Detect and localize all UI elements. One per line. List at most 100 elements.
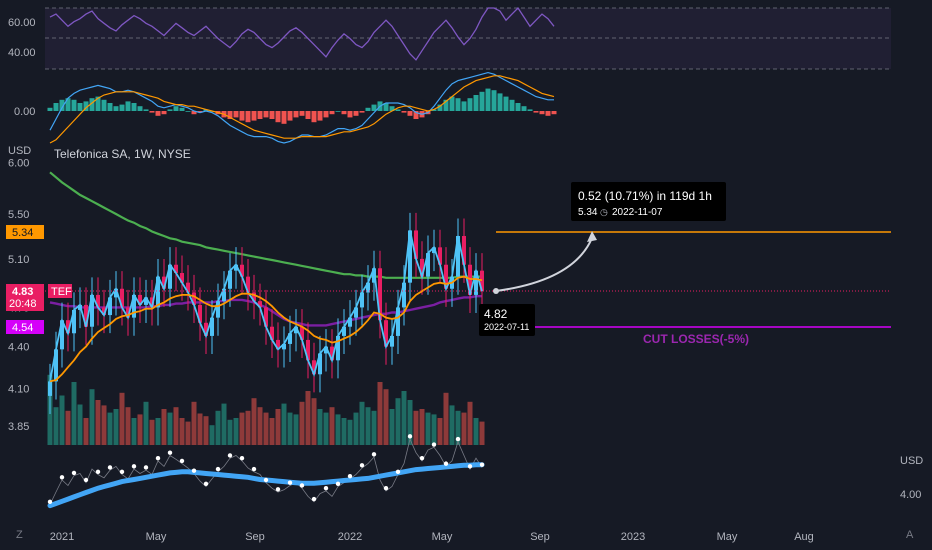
candle-body bbox=[378, 268, 382, 321]
x-axis-label: May bbox=[717, 531, 738, 543]
macd-tick-0: 0.00 bbox=[14, 106, 35, 118]
volume-bar bbox=[197, 413, 203, 445]
macd-hist-bar bbox=[359, 111, 365, 113]
macd-hist-bar bbox=[53, 103, 59, 111]
volume-bar bbox=[347, 419, 353, 445]
indicator-dot bbox=[203, 481, 209, 487]
volume-bar bbox=[353, 412, 359, 445]
auto-scale-icon[interactable]: A bbox=[906, 529, 914, 541]
price-tick: 5.50 bbox=[8, 209, 29, 221]
indicator-dot bbox=[47, 499, 53, 505]
candle-body bbox=[216, 301, 220, 318]
volume-bar bbox=[449, 405, 455, 445]
macd-hist-bar bbox=[191, 111, 197, 115]
candle-body bbox=[282, 343, 286, 350]
volume-bar bbox=[323, 412, 329, 445]
volume-bar bbox=[209, 425, 215, 445]
candle-body bbox=[252, 292, 256, 302]
candle-body bbox=[54, 349, 58, 382]
volume-bar bbox=[143, 401, 149, 445]
macd-hist-bar bbox=[365, 107, 371, 111]
volume-bar bbox=[461, 412, 467, 445]
indicator-dot bbox=[299, 483, 305, 488]
rsi-panel: 60.00 40.00 bbox=[8, 6, 891, 70]
candle-body bbox=[156, 276, 160, 308]
macd-hist-bar bbox=[251, 111, 257, 121]
lower-grey-line bbox=[49, 437, 483, 505]
candle-body bbox=[276, 339, 280, 350]
volume-bar bbox=[371, 410, 377, 445]
candle-body bbox=[186, 282, 190, 293]
volume-bar bbox=[401, 391, 407, 445]
macd-hist-bar bbox=[449, 96, 455, 111]
candle-body bbox=[306, 339, 310, 361]
indicator-dot bbox=[107, 465, 113, 470]
volume-bar bbox=[455, 410, 461, 445]
volume-bar bbox=[149, 419, 155, 445]
macd-hist-bar bbox=[197, 111, 203, 113]
candle-body bbox=[234, 264, 238, 271]
indicator-dot bbox=[335, 481, 341, 487]
x-axis-label: 2022 bbox=[338, 531, 362, 543]
macd-hist-bar bbox=[539, 111, 545, 115]
rsi-tick-40: 40.00 bbox=[8, 47, 36, 59]
macd-hist-bar bbox=[371, 104, 377, 111]
macd-hist-bar bbox=[89, 98, 95, 111]
volume-bar bbox=[95, 400, 101, 445]
price-currency-label: USD bbox=[8, 145, 31, 157]
macd-hist-bar bbox=[545, 111, 551, 116]
candle-body bbox=[66, 320, 70, 334]
candle-body bbox=[420, 258, 424, 277]
target-price-badge bbox=[6, 225, 44, 239]
volume-bar bbox=[407, 400, 413, 445]
indicator-dot bbox=[431, 442, 437, 447]
projection-box bbox=[571, 182, 726, 221]
candle-body bbox=[426, 253, 430, 277]
last-price-badge bbox=[6, 284, 44, 311]
volume-bar bbox=[335, 414, 341, 445]
candle-body bbox=[72, 309, 76, 334]
volume-bar bbox=[179, 418, 185, 445]
candle-body bbox=[90, 294, 94, 327]
ticker-badge-text: TEF bbox=[51, 286, 72, 298]
volume-bar bbox=[203, 416, 209, 445]
candle-body bbox=[192, 292, 196, 305]
macd-hist-bar bbox=[527, 109, 533, 111]
macd-hist-bar bbox=[179, 107, 185, 111]
volume-bar bbox=[125, 407, 131, 445]
volume-bar bbox=[89, 389, 95, 445]
volume-bar bbox=[215, 410, 221, 445]
macd-hist-bar bbox=[131, 103, 137, 111]
candle-body bbox=[396, 307, 400, 336]
volume-bar bbox=[221, 403, 227, 445]
candle-body bbox=[198, 304, 202, 323]
volume-bar bbox=[419, 409, 425, 445]
macd-hist-bar bbox=[443, 99, 449, 111]
stop-label: CUT LOSSES(-5%) bbox=[643, 332, 749, 346]
ticker-badge bbox=[48, 284, 72, 298]
volume-bar bbox=[257, 407, 263, 445]
candle-body bbox=[408, 230, 412, 283]
macd-hist-bar bbox=[431, 109, 437, 111]
price-tick: 4.10 bbox=[8, 384, 29, 396]
macd-panel: 0.00 bbox=[14, 71, 557, 144]
price-tick: 6.00 bbox=[8, 157, 29, 169]
stop-price-badge-text: 4.54 bbox=[12, 322, 33, 334]
indicator-dot bbox=[347, 473, 353, 479]
candle-body bbox=[354, 307, 358, 318]
volume-bar bbox=[317, 409, 323, 445]
rsi-band bbox=[45, 8, 891, 69]
macd-hist-bar bbox=[491, 90, 497, 111]
macd-hist-bar bbox=[455, 98, 461, 111]
macd-hist-bar bbox=[437, 104, 443, 111]
candle-body bbox=[348, 317, 352, 327]
candle-body bbox=[366, 282, 370, 293]
candle-body bbox=[168, 264, 172, 289]
indicator-dot bbox=[467, 464, 473, 469]
projection-price-text: 5.34 bbox=[578, 207, 598, 218]
macd-hist-bar bbox=[167, 109, 173, 111]
candle-body bbox=[144, 297, 148, 305]
macd-hist-bar bbox=[257, 111, 263, 119]
lower-currency-label: USD bbox=[900, 455, 923, 467]
